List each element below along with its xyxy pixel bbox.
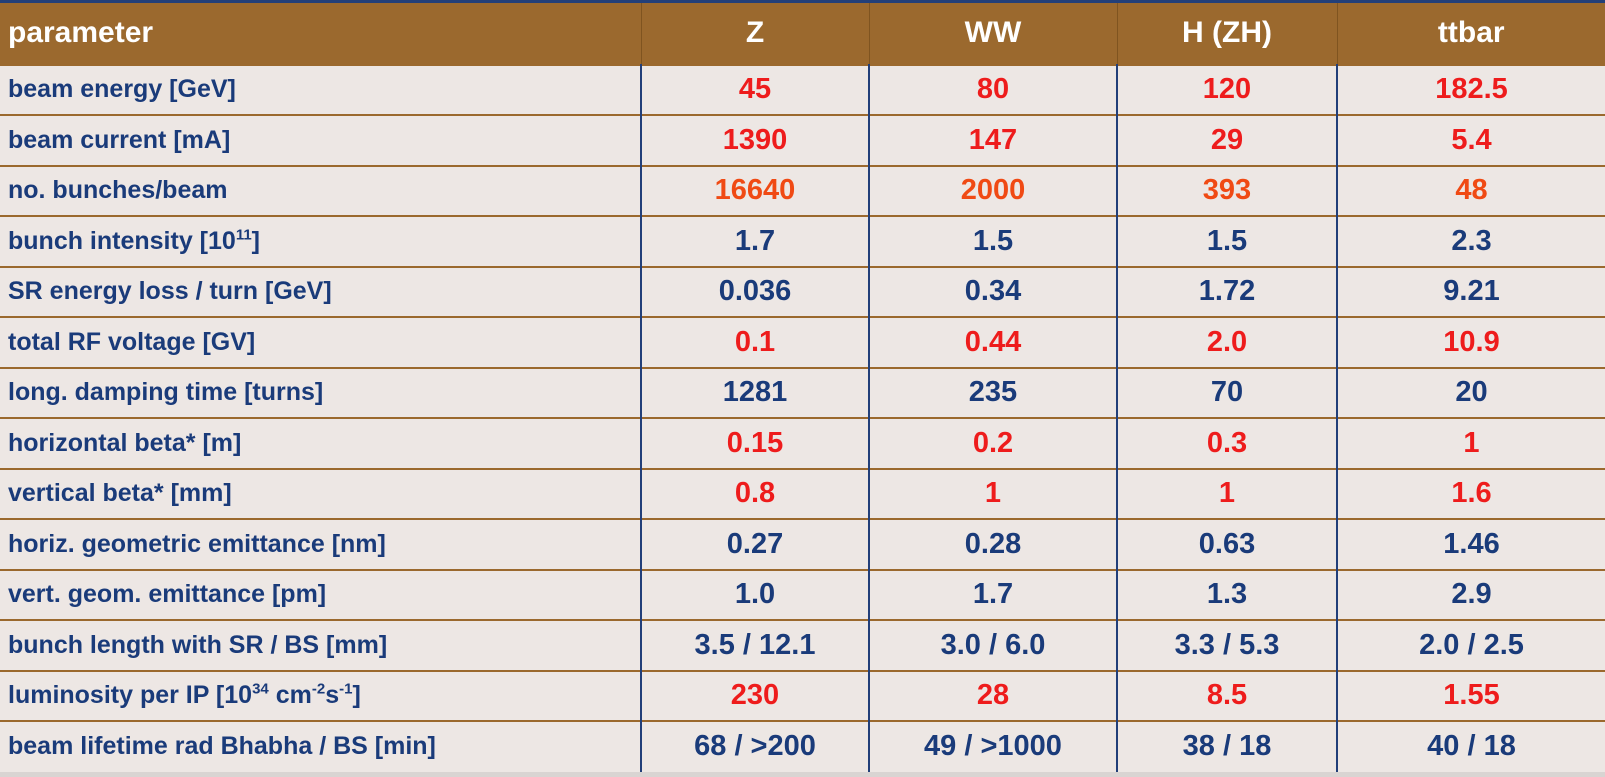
row-label: beam current [mA] [8, 125, 231, 154]
header-ttbar: ttbar [1336, 0, 1605, 65]
header-parameter: parameter [0, 0, 641, 65]
cell-ttbar: 20 [1336, 367, 1605, 418]
cell-ww: 1 [868, 468, 1117, 519]
row-label: luminosity per IP [1034 cm-2s-1] [8, 680, 361, 710]
table-row-bunches: no. bunches/beam 16640 2000 393 48 [0, 165, 1605, 216]
cell-z: 1390 [640, 115, 869, 166]
table-row-sr-energy-loss: SR energy loss / turn [GeV] 0.036 0.34 1… [0, 266, 1605, 317]
row-label: horiz. geometric emittance [nm] [8, 529, 386, 558]
table-row-damping-time: long. damping time [turns] 1281 235 70 2… [0, 367, 1605, 418]
table-row-beam-lifetime: beam lifetime rad Bhabha / BS [min] 68 /… [0, 721, 1605, 772]
row-label: beam lifetime rad Bhabha / BS [min] [8, 732, 436, 761]
cell-ttbar: 1.55 [1336, 670, 1605, 721]
cell-h-zh: 29 [1116, 115, 1337, 166]
table-row-luminosity: luminosity per IP [1034 cm-2s-1] 230 28 … [0, 670, 1605, 721]
table-row-vertical-beta: vertical beta* [mm] 0.8 1 1 1.6 [0, 468, 1605, 519]
cell-h-zh: 1.72 [1116, 266, 1337, 317]
cell-h-zh: 393 [1116, 165, 1337, 216]
table-row-beam-energy: beam energy [GeV] 45 80 120 182.5 [0, 64, 1605, 115]
cell-ttbar: 40 / 18 [1336, 721, 1605, 772]
cell-z: 0.27 [640, 519, 869, 570]
cell-h-zh: 70 [1116, 367, 1337, 418]
table-header-row: parameter Z WW H (ZH) ttbar [0, 0, 1605, 65]
cell-h-zh: 38 / 18 [1116, 721, 1337, 772]
cell-h-zh: 1 [1116, 468, 1337, 519]
cell-z: 16640 [640, 165, 869, 216]
row-label: long. damping time [turns] [8, 378, 324, 407]
bottom-divider [0, 772, 1605, 777]
cell-z: 1.7 [640, 216, 869, 267]
cell-ttbar: 5.4 [1336, 115, 1605, 166]
row-label: vert. geom. emittance [pm] [8, 580, 327, 609]
cell-ttbar: 2.0 / 2.5 [1336, 620, 1605, 671]
cell-h-zh: 0.3 [1116, 418, 1337, 469]
cell-ww: 80 [868, 64, 1117, 115]
cell-ttbar: 182.5 [1336, 64, 1605, 115]
cell-ttbar: 1 [1336, 418, 1605, 469]
cell-ttbar: 9.21 [1336, 266, 1605, 317]
cell-ttbar: 2.9 [1336, 569, 1605, 620]
table-row-rf-voltage: total RF voltage [GV] 0.1 0.44 2.0 10.9 [0, 317, 1605, 368]
row-label: SR energy loss / turn [GeV] [8, 277, 332, 306]
table-row-horiz-emittance: horiz. geometric emittance [nm] 0.27 0.2… [0, 519, 1605, 570]
row-label: bunch intensity [1011] [8, 226, 260, 255]
cell-ttbar: 2.3 [1336, 216, 1605, 267]
cell-z: 230 [640, 670, 869, 721]
cell-h-zh: 2.0 [1116, 317, 1337, 368]
cell-ttbar: 48 [1336, 165, 1605, 216]
cell-h-zh: 3.3 / 5.3 [1116, 620, 1337, 671]
cell-z: 3.5 / 12.1 [640, 620, 869, 671]
cell-ww: 0.44 [868, 317, 1117, 368]
cell-ww: 49 / >1000 [868, 721, 1117, 772]
header-ww: WW [868, 0, 1117, 65]
cell-ttbar: 10.9 [1336, 317, 1605, 368]
cell-ww: 147 [868, 115, 1117, 166]
row-label: horizontal beta* [m] [8, 428, 242, 457]
table-row-vert-emittance: vert. geom. emittance [pm] 1.0 1.7 1.3 2… [0, 569, 1605, 620]
cell-h-zh: 8.5 [1116, 670, 1337, 721]
cell-ww: 1.7 [868, 569, 1117, 620]
table-row-bunch-length: bunch length with SR / BS [mm] 3.5 / 12.… [0, 620, 1605, 671]
cell-ttbar: 1.6 [1336, 468, 1605, 519]
header-h-zh: H (ZH) [1116, 0, 1337, 65]
row-label: vertical beta* [mm] [8, 479, 232, 508]
cell-ww: 28 [868, 670, 1117, 721]
cell-ww: 3.0 / 6.0 [868, 620, 1117, 671]
table-row-bunch-intensity: bunch intensity [1011] 1.7 1.5 1.5 2.3 [0, 216, 1605, 267]
cell-h-zh: 120 [1116, 64, 1337, 115]
cell-h-zh: 1.5 [1116, 216, 1337, 267]
row-label: no. bunches/beam [8, 176, 228, 205]
cell-h-zh: 1.3 [1116, 569, 1337, 620]
cell-h-zh: 0.63 [1116, 519, 1337, 570]
table-row-horizontal-beta: horizontal beta* [m] 0.15 0.2 0.3 1 [0, 418, 1605, 469]
cell-z: 45 [640, 64, 869, 115]
table-row-beam-current: beam current [mA] 1390 147 29 5.4 [0, 115, 1605, 166]
header-z: Z [640, 0, 869, 65]
cell-ww: 235 [868, 367, 1117, 418]
cell-ww: 0.34 [868, 266, 1117, 317]
cell-z: 0.8 [640, 468, 869, 519]
cell-z: 0.036 [640, 266, 869, 317]
cell-ttbar: 1.46 [1336, 519, 1605, 570]
cell-ww: 1.5 [868, 216, 1117, 267]
row-label: total RF voltage [GV] [8, 327, 256, 356]
cell-z: 0.1 [640, 317, 869, 368]
cell-ww: 2000 [868, 165, 1117, 216]
row-label: bunch length with SR / BS [mm] [8, 630, 388, 659]
cell-z: 1.0 [640, 569, 869, 620]
cell-z: 1281 [640, 367, 869, 418]
cell-ww: 0.28 [868, 519, 1117, 570]
cell-z: 68 / >200 [640, 721, 869, 772]
cell-ww: 0.2 [868, 418, 1117, 469]
cell-z: 0.15 [640, 418, 869, 469]
row-label: beam energy [GeV] [8, 75, 236, 104]
